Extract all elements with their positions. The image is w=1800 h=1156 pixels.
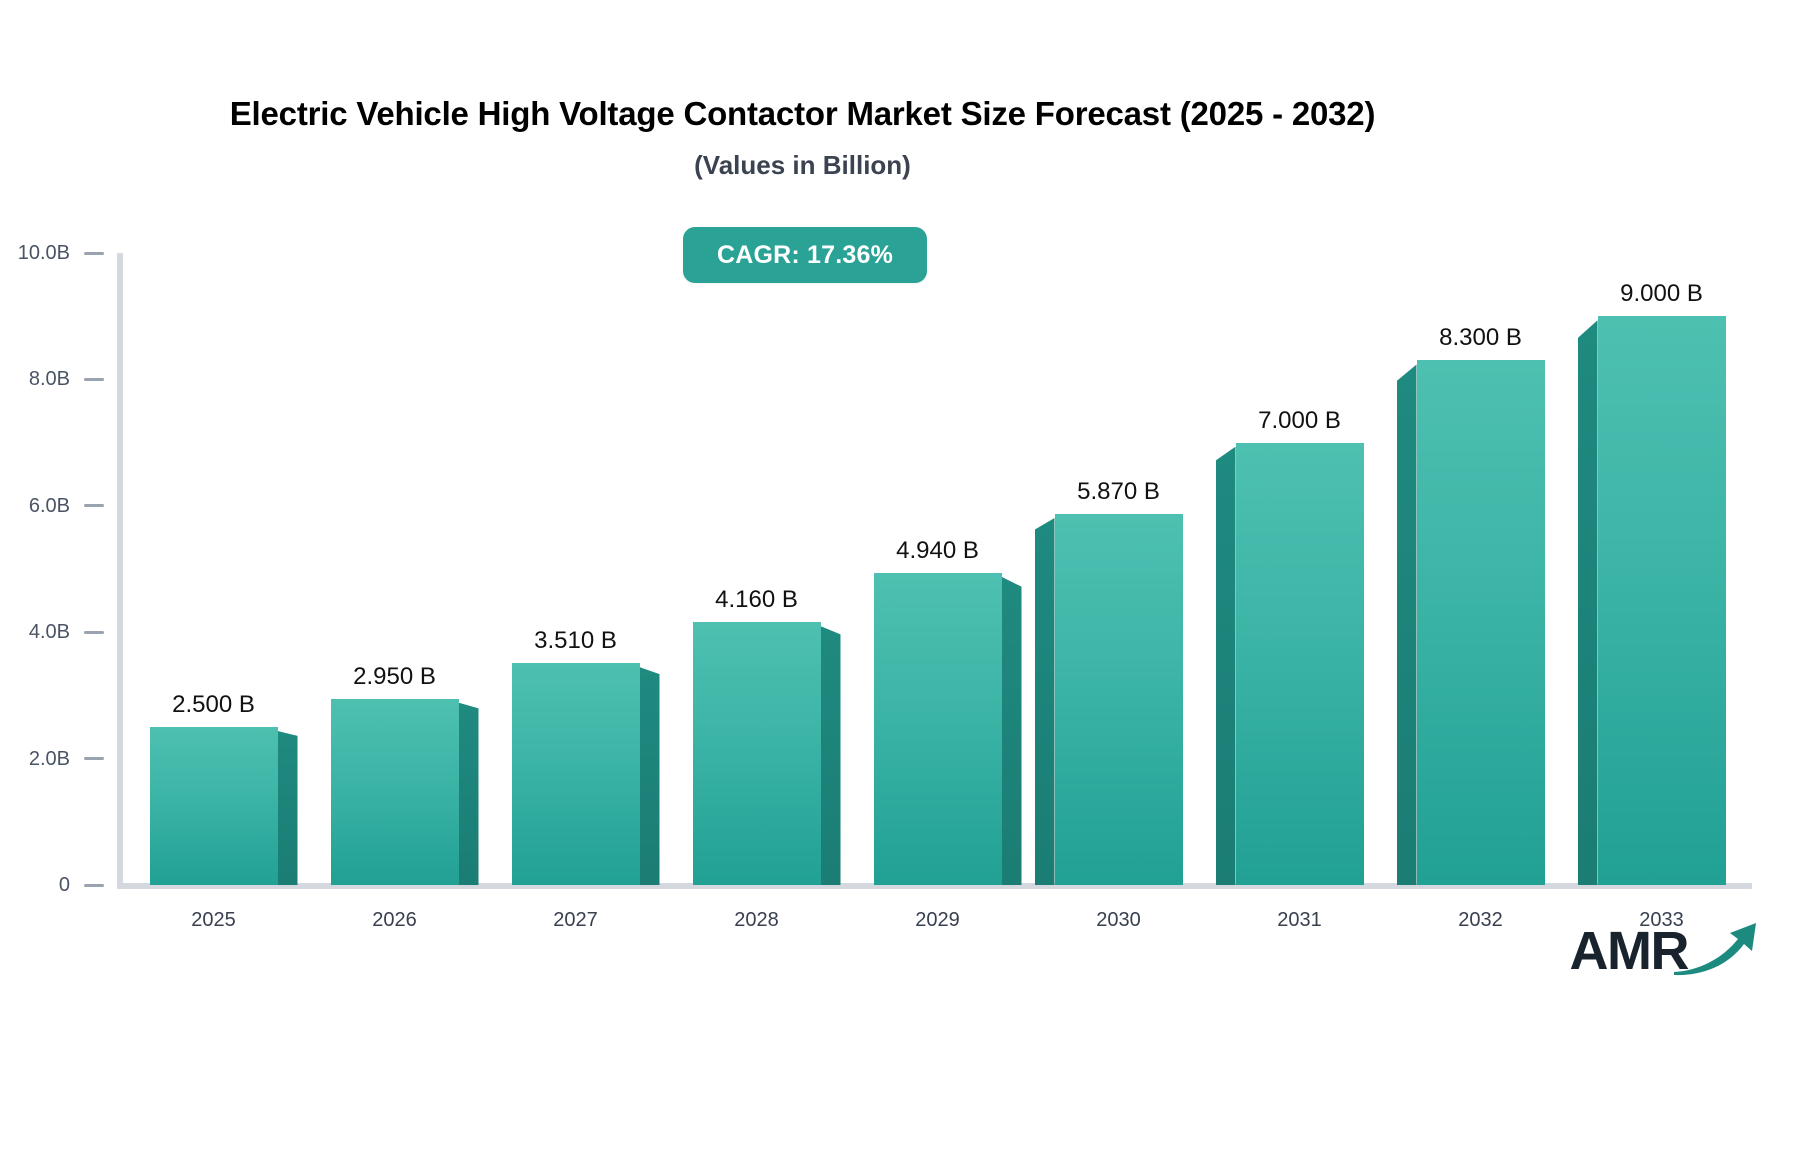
bar-front-face bbox=[873, 572, 1002, 885]
bar-value-label: 8.300 B bbox=[1439, 324, 1522, 352]
cagr-badge: CAGR: 17.36% bbox=[683, 227, 927, 283]
y-axis-tick-mark bbox=[84, 251, 104, 255]
y-axis-line bbox=[117, 253, 123, 887]
bar-front-face bbox=[1416, 360, 1545, 885]
x-axis-line bbox=[117, 883, 1752, 889]
y-axis-tick-mark bbox=[84, 883, 104, 887]
trending-up-arrow-icon bbox=[1672, 917, 1758, 982]
chart-subtitle: (Values in Billion) bbox=[694, 150, 911, 181]
y-axis-tick-mark bbox=[84, 630, 104, 634]
y-axis-tick-mark bbox=[84, 757, 104, 761]
bar-group[interactable]: 2.950 B 2026 bbox=[330, 664, 479, 930]
bar-front-face bbox=[692, 622, 821, 885]
x-axis-tick-label: 2032 bbox=[1458, 909, 1503, 931]
bar-front-face bbox=[149, 727, 278, 885]
bar-group[interactable]: 9.000 B 2033 bbox=[1577, 282, 1726, 930]
page-title: Electric Vehicle High Voltage Contactor … bbox=[229, 95, 1376, 132]
y-axis-tick-label: 8.0B bbox=[28, 368, 70, 391]
bar-value-label: 4.940 B bbox=[896, 536, 979, 564]
x-axis-tick-label: 2029 bbox=[915, 909, 960, 931]
bar-side-face bbox=[277, 731, 298, 885]
bar-group[interactable]: 5.870 B 2030 bbox=[1034, 480, 1183, 930]
bar-value-label: 9.000 B bbox=[1620, 280, 1703, 308]
bar-group[interactable]: 2.500 B 2025 bbox=[149, 693, 298, 930]
bar-front-face bbox=[1235, 442, 1364, 885]
bar-front-face bbox=[1054, 514, 1183, 885]
x-axis-tick-label: 2028 bbox=[734, 909, 779, 931]
bar-group[interactable]: 3.510 B 2027 bbox=[511, 629, 660, 930]
bar-side-face bbox=[639, 667, 660, 885]
y-axis-tick-label: 6.0B bbox=[28, 494, 70, 517]
y-axis-tick-label: 0 bbox=[58, 874, 70, 896]
bar-side-face bbox=[820, 626, 841, 885]
x-axis-tick-label: 2031 bbox=[1277, 909, 1322, 931]
bar-side-face bbox=[1577, 320, 1598, 885]
bar-group[interactable]: 8.300 B 2032 bbox=[1396, 326, 1545, 930]
bar-front-face bbox=[330, 698, 459, 885]
cagr-badge-label: CAGR: 17.36% bbox=[716, 240, 894, 269]
bar-front-face bbox=[1597, 316, 1726, 885]
bar-value-label: 5.870 B bbox=[1077, 478, 1160, 506]
bar-side-face bbox=[1001, 576, 1022, 885]
bar-group[interactable]: 4.160 B 2028 bbox=[692, 588, 841, 930]
chart-header: Electric Vehicle High Voltage Contactor … bbox=[0, 0, 1800, 181]
amr-logo: AMR bbox=[1570, 917, 1758, 978]
bar-front-face bbox=[511, 663, 640, 885]
bar-group[interactable]: 4.940 B 2029 bbox=[873, 538, 1022, 930]
x-axis-tick-label: 2030 bbox=[1096, 909, 1141, 931]
bar-side-face bbox=[1034, 518, 1055, 885]
x-axis-tick-label: 2025 bbox=[191, 909, 236, 931]
bar-group[interactable]: 7.000 B 2031 bbox=[1215, 408, 1364, 930]
x-axis-tick-label: 2033 bbox=[1639, 909, 1684, 931]
x-axis-tick-label: 2027 bbox=[553, 909, 598, 931]
bar-side-face bbox=[1215, 446, 1236, 885]
bar-value-label: 3.510 B bbox=[534, 627, 617, 655]
bar-value-label: 2.950 B bbox=[353, 662, 436, 690]
y-axis-tick-label: 2.0B bbox=[28, 747, 70, 770]
bar-value-label: 2.500 B bbox=[172, 691, 255, 718]
y-axis-tick-mark bbox=[84, 377, 104, 381]
amr-logo-text: AMR bbox=[1569, 921, 1690, 981]
y-axis-tick-label: 10.0B bbox=[17, 242, 70, 264]
x-axis-tick-label: 2026 bbox=[372, 909, 417, 931]
bar-value-label: 4.160 B bbox=[715, 586, 798, 614]
y-axis-tick-label: 4.0B bbox=[28, 621, 70, 644]
bar-side-face bbox=[1396, 364, 1417, 885]
bar-side-face bbox=[458, 702, 479, 885]
y-axis-tick-mark bbox=[84, 504, 104, 508]
bar-value-label: 7.000 B bbox=[1258, 406, 1341, 434]
